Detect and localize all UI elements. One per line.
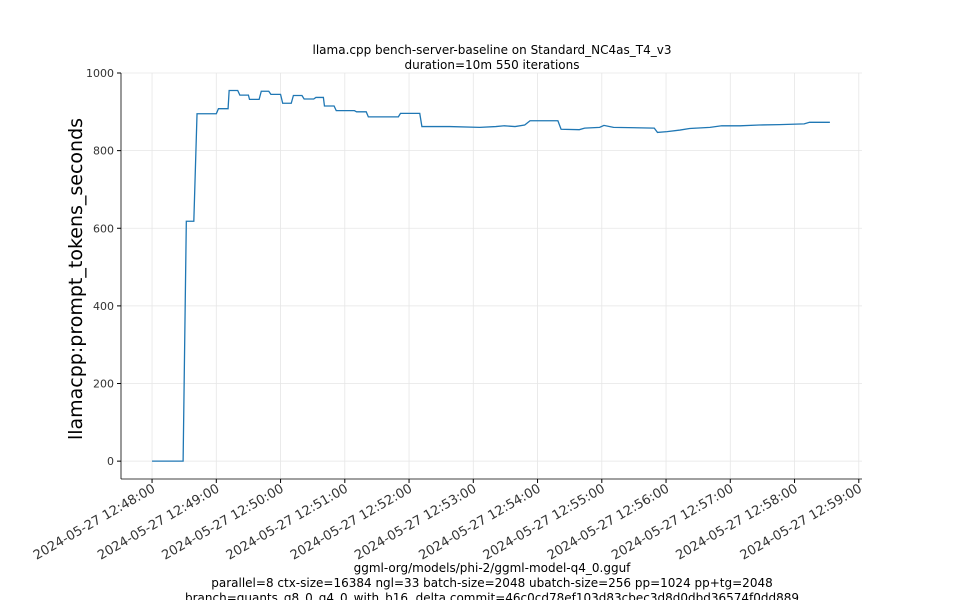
y-axis-label: llamacpp:prompt_tokens_seconds	[65, 118, 87, 440]
data-line	[152, 89, 830, 462]
x-axis-label: ggml-org/models/phi-2/ggml-model-q4_0.gg…	[354, 561, 632, 575]
y-tick-label: 1000	[86, 67, 114, 80]
x-axis-label: branch=quants_q8_0_q4_0_with_b16, delta …	[185, 591, 799, 600]
y-tick-label: 0	[107, 455, 114, 468]
x-axis-label: parallel=8 ctx-size=16384 ngl=33 batch-s…	[211, 576, 772, 590]
y-tick-label: 400	[93, 300, 114, 313]
chart-title: llama.cpp bench-server-baseline on Stand…	[313, 43, 672, 57]
y-tick-label: 200	[93, 378, 114, 391]
y-tick-label: 600	[93, 222, 114, 235]
y-tick-label: 800	[93, 145, 114, 158]
x-tick-label: 2024-05-27 12:59:00	[738, 481, 865, 563]
chart-subtitle: duration=10m 550 iterations	[405, 58, 580, 72]
